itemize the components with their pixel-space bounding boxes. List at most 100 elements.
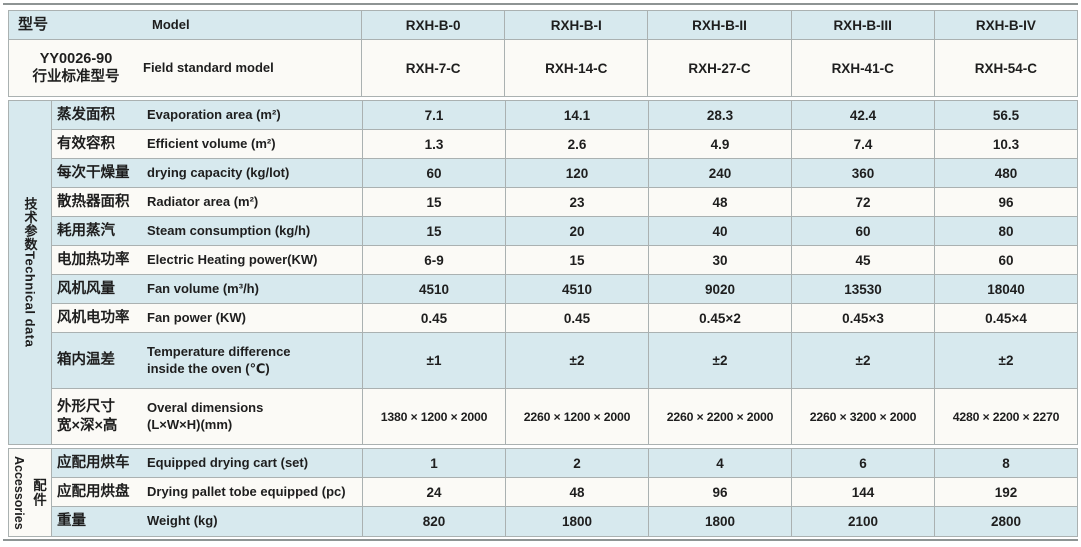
spec-row-label: 耗用蒸汽 Steam consumption (kg/h) [52, 217, 362, 245]
spec-value: 144 [792, 478, 934, 506]
spec-value: 0.45 [363, 304, 505, 332]
spec-value: 2260 × 2200 × 2000 [649, 389, 791, 444]
spec-value: 48 [649, 188, 791, 216]
technical-data-section: 技术参数Technical data 蒸发面积 Evaporation area … [8, 100, 1078, 445]
spec-value: 240 [649, 159, 791, 187]
spec-value: 4280 × 2200 × 2270 [935, 389, 1077, 444]
spec-value: 0.45×3 [792, 304, 934, 332]
spec-value: 96 [935, 188, 1077, 216]
spec-value: 42.4 [792, 101, 934, 129]
spec-value: 0.45 [506, 304, 648, 332]
spec-value: 96 [649, 478, 791, 506]
standard-model-value: RXH-54-C [934, 40, 1077, 96]
spec-label-zh: 每次干燥量 [57, 164, 130, 181]
standard-model-zh: YY0026-90 行业标准型号 [32, 50, 120, 85]
spec-value: 1800 [649, 507, 791, 536]
accessories-section: Accessories 配件 应配用烘车 Equipped drying cart… [8, 448, 1078, 537]
spec-value: 2260 × 1200 × 2000 [506, 389, 648, 444]
spec-value: 60 [935, 246, 1077, 274]
spec-value: 1 [363, 449, 505, 477]
spec-value: 28.3 [649, 101, 791, 129]
spec-row-label: 风机风量 Fan volume (m³/h) [52, 275, 362, 303]
spec-value: 8 [935, 449, 1077, 477]
spec-label-en: Weight (kg) [147, 513, 218, 529]
spec-value: 10.3 [935, 130, 1077, 158]
spec-label-zh: 蒸发面积 [57, 106, 115, 123]
spec-value: 2800 [935, 507, 1077, 536]
spec-label-en: Evaporation area (m²) [147, 106, 281, 122]
spec-value: 120 [506, 159, 648, 187]
spec-value: 2260 × 3200 × 2000 [792, 389, 934, 444]
spec-row-label: 应配用烘车 Equipped drying cart (set) [52, 449, 362, 477]
spec-value: 0.45×4 [935, 304, 1077, 332]
spec-label-zh: 重量 [57, 513, 86, 530]
technical-strip-zh: 技术参数 [22, 197, 38, 252]
spec-value: 45 [792, 246, 934, 274]
spec-value: 7.4 [792, 130, 934, 158]
spec-label-en: Drying pallet tobe equipped (pc) [147, 483, 346, 499]
standard-model-label: YY0026-90 行业标准型号 Field standard model [9, 40, 361, 96]
spec-value: 1800 [506, 507, 648, 536]
spec-value: 20 [506, 217, 648, 245]
spec-value: 0.45×2 [649, 304, 791, 332]
spec-value: 15 [506, 246, 648, 274]
spec-label-en: Temperature difference inside the oven (… [147, 343, 291, 376]
spec-label-zh: 电加热功率 [57, 251, 130, 268]
spec-label-zh: 外形尺寸 宽×深×高 [57, 399, 118, 434]
spec-value: ±2 [506, 333, 648, 388]
spec-value: ±2 [649, 333, 791, 388]
spec-value: 7.1 [363, 101, 505, 129]
spec-value: 30 [649, 246, 791, 274]
model-header-section: 型号 Model RXH-B-0 RXH-B-I RXH-B-II RXH-B-… [8, 10, 1078, 97]
spec-label-zh: 风机风量 [57, 280, 115, 297]
accessories-strip: Accessories 配件 [9, 449, 51, 536]
spec-label-en: Steam consumption (kg/h) [147, 222, 311, 238]
spec-value: 18040 [935, 275, 1077, 303]
standard-model-value: RXH-41-C [791, 40, 934, 96]
accessories-strip-zh: 配件 [31, 478, 46, 507]
spec-value: 14.1 [506, 101, 648, 129]
model-header-zh: 型号 [18, 15, 49, 33]
spec-row-label: 每次干燥量 drying capacity (kg/lot) [52, 159, 362, 187]
spec-label-en: Equipped drying cart (set) [147, 454, 309, 470]
spec-value: 60 [363, 159, 505, 187]
spec-row-label: 应配用烘盘 Drying pallet tobe equipped (pc) [52, 478, 362, 506]
spec-value: 4510 [506, 275, 648, 303]
model-name: RXH-B-IV [934, 11, 1077, 39]
spec-value: 1.3 [363, 130, 505, 158]
bottom-rule [3, 539, 1078, 541]
spec-row-label: 散热器面积 Radiator area (m²) [52, 188, 362, 216]
spec-label-zh: 风机电功率 [57, 309, 130, 326]
spec-row-label: 蒸发面积 Evaporation area (m²) [52, 101, 362, 129]
spec-value: 4.9 [649, 130, 791, 158]
spec-label-en: Fan volume (m³/h) [147, 280, 259, 296]
standard-model-value: RXH-14-C [505, 40, 648, 96]
spec-value: 24 [363, 478, 505, 506]
spec-label-en: Efficient volume (m²) [147, 135, 276, 151]
spec-row-label: 重量 Weight (kg) [52, 507, 362, 536]
spec-label-en: Fan power (KW) [147, 309, 246, 325]
spec-row-label: 箱内温差 Temperature difference inside the ov… [52, 333, 362, 388]
spec-value: 4510 [363, 275, 505, 303]
spec-value: 72 [792, 188, 934, 216]
spec-value: 48 [506, 478, 648, 506]
spec-value: 820 [363, 507, 505, 536]
model-header-en: Model [152, 16, 190, 32]
spec-value: 15 [363, 217, 505, 245]
spec-value: 9020 [649, 275, 791, 303]
model-name: RXH-B-III [791, 11, 934, 39]
spec-row-label: 外形尺寸 宽×深×高 Overal dimensions (L×W×H)(mm) [52, 389, 362, 444]
spec-value: 60 [792, 217, 934, 245]
accessories-strip-en: Accessories [12, 455, 26, 530]
spec-label-zh: 应配用烘盘 [57, 483, 130, 500]
technical-data-strip: 技术参数Technical data [9, 101, 51, 444]
spec-value: 2.6 [506, 130, 648, 158]
model-name: RXH-B-II [648, 11, 791, 39]
spec-label-en: Radiator area (m²) [147, 193, 259, 209]
spec-value: 2 [506, 449, 648, 477]
spec-table: 型号 Model RXH-B-0 RXH-B-I RXH-B-II RXH-B-… [8, 10, 1078, 537]
spec-value: ±2 [935, 333, 1077, 388]
spec-row-label: 风机电功率 Fan power (KW) [52, 304, 362, 332]
standard-model-en: Field standard model [143, 59, 274, 75]
spec-label-en: Overal dimensions (L×W×H)(mm) [147, 399, 264, 432]
